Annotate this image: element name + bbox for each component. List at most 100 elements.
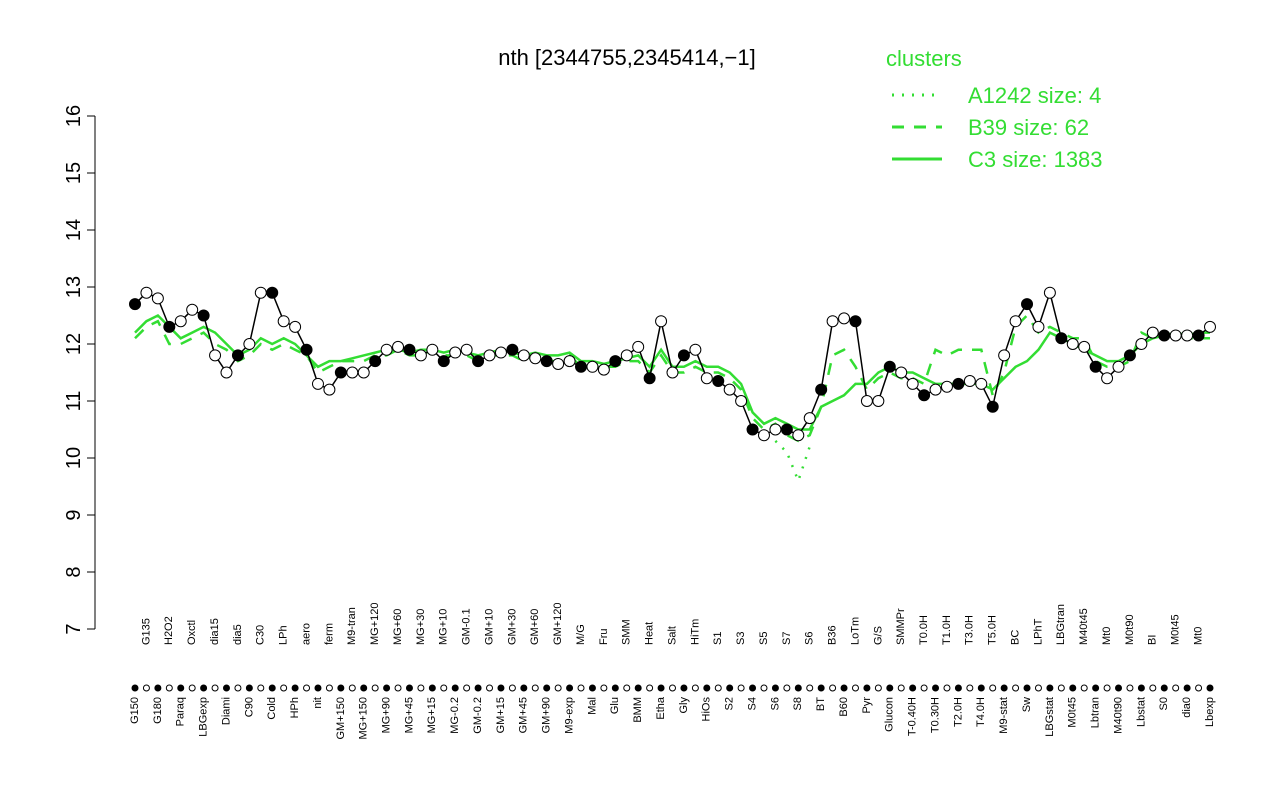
x-marker	[737, 684, 745, 692]
y-tick-label: 14	[63, 219, 85, 241]
data-point	[266, 286, 279, 299]
x-tick-label: SMMPr	[895, 608, 907, 645]
cluster-line	[774, 440, 811, 485]
x-tick-label: S0	[1158, 697, 1170, 710]
data-point	[506, 343, 519, 356]
x-tick-label: MG+45	[403, 697, 415, 733]
data-point	[952, 377, 965, 390]
data-point	[1146, 326, 1159, 339]
x-marker	[920, 684, 928, 692]
x-tick-label: GM-0.1	[461, 608, 473, 645]
x-tick-label: BMM	[632, 697, 644, 723]
x-marker	[851, 684, 859, 692]
x-marker	[142, 684, 150, 692]
x-tick-label: S6	[769, 697, 781, 710]
data-point	[151, 292, 164, 305]
data-point	[209, 349, 222, 362]
data-point	[689, 343, 702, 356]
data-point	[254, 286, 267, 299]
data-point	[975, 377, 988, 390]
data-point	[369, 355, 382, 368]
x-marker	[577, 684, 585, 692]
x-tick-label: dia5	[232, 624, 244, 645]
legend-label: A1242 size: 4	[968, 83, 1101, 108]
data-point	[597, 363, 610, 376]
x-tick-label: SMM	[621, 619, 633, 645]
x-tick-label: GM+45	[518, 697, 530, 733]
x-marker	[749, 684, 757, 692]
data-point	[849, 315, 862, 328]
x-marker	[669, 684, 676, 692]
x-tick-label: dia0	[1181, 697, 1193, 718]
x-marker	[222, 684, 230, 692]
x-marker	[909, 684, 917, 692]
x-tick-label: Diami	[220, 697, 232, 725]
x-marker	[543, 684, 551, 692]
x-tick-label: M9-stat	[998, 697, 1010, 734]
x-marker	[932, 684, 940, 692]
x-tick-label: Pyr	[861, 697, 873, 714]
data-point	[552, 357, 565, 370]
data-point	[1112, 360, 1125, 373]
data-point	[643, 372, 656, 385]
x-tick-label: MG+30	[415, 609, 427, 645]
x-tick-label: S2	[724, 697, 736, 710]
x-marker	[554, 684, 562, 692]
data-point	[483, 349, 496, 362]
data-point	[403, 343, 416, 356]
data-point	[655, 315, 668, 328]
x-marker	[440, 684, 448, 692]
data-point	[1089, 360, 1102, 373]
data-point	[1181, 329, 1194, 342]
data-point	[815, 383, 828, 396]
data-point	[986, 400, 999, 413]
x-marker	[257, 684, 265, 692]
data-point	[906, 377, 919, 390]
data-point	[803, 412, 816, 425]
x-marker	[371, 684, 379, 692]
x-tick-label: S7	[781, 632, 793, 645]
x-marker	[1069, 684, 1077, 692]
data-point	[586, 360, 599, 373]
x-tick-label: T0.0H	[918, 615, 930, 645]
x-marker	[874, 684, 882, 692]
legend-label: C3 size: 1383	[968, 147, 1103, 172]
x-marker	[177, 684, 185, 692]
data-point	[414, 349, 427, 362]
x-tick-label: M40t45	[1078, 608, 1090, 645]
x-tick-label: Lbexp	[1204, 697, 1216, 727]
data-point	[1055, 332, 1068, 345]
x-tick-label: MG-0.2	[449, 697, 461, 734]
x-marker	[1183, 684, 1191, 692]
x-marker	[1023, 684, 1031, 692]
x-marker	[1172, 684, 1180, 692]
x-tick-label: M0t45	[1170, 614, 1182, 645]
data-point	[769, 423, 782, 436]
data-point	[140, 286, 153, 299]
x-tick-label: G/S	[872, 626, 884, 645]
x-marker	[451, 684, 459, 692]
x-marker	[966, 684, 974, 692]
data-point	[472, 355, 485, 368]
data-point	[220, 366, 233, 379]
legend-label: B39 size: 62	[968, 115, 1089, 140]
x-tick-label: HiOs	[701, 697, 713, 722]
x-marker	[566, 684, 574, 692]
data-point	[277, 315, 290, 328]
x-tick-label: S3	[735, 632, 747, 645]
x-marker	[1115, 684, 1123, 692]
x-tick-label: T-0.40H	[907, 697, 919, 736]
x-tick-label: LPhT	[1032, 618, 1044, 645]
data-point	[392, 340, 405, 353]
data-point	[872, 395, 885, 407]
data-point	[311, 377, 324, 390]
x-marker	[829, 684, 837, 692]
x-marker	[680, 684, 688, 692]
y-tick-label: 12	[63, 333, 85, 355]
y-tick-label: 11	[63, 391, 85, 412]
data-point	[883, 360, 896, 373]
x-tick-label: GM+90	[541, 697, 553, 733]
x-tick-label: GM+15	[495, 697, 507, 733]
data-point	[1204, 320, 1216, 333]
y-tick-label: 7	[63, 623, 85, 634]
